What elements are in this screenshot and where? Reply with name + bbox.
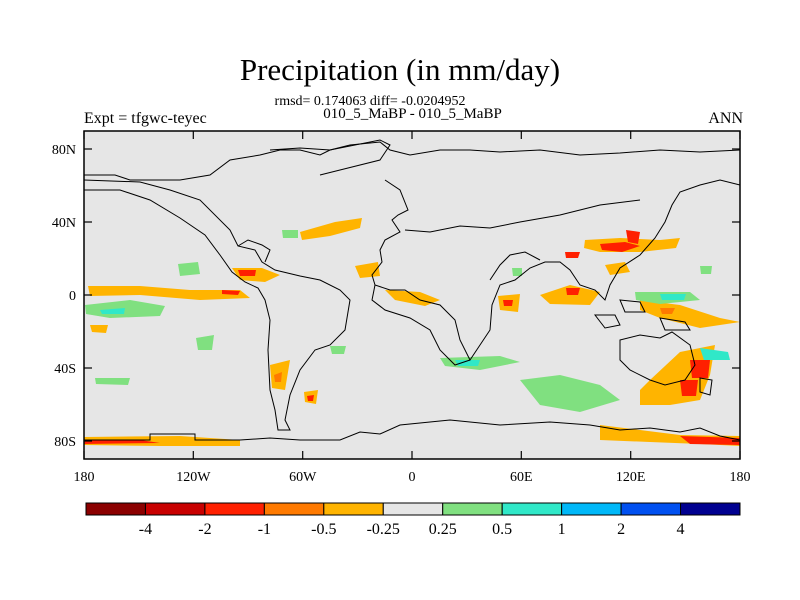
latitude-axis: 80N 40N 0 40S 80S: [52, 143, 740, 450]
colorbar-label: -4: [139, 521, 152, 538]
colorbar-label: 1: [558, 521, 566, 538]
colorbar-swatch: [501, 502, 563, 516]
colorbar-swatch: [204, 502, 265, 516]
colorbar-label: -0.5: [311, 521, 336, 538]
lon-tick-label: 60W: [289, 470, 317, 485]
colorbar-label: -1: [258, 521, 271, 538]
lat-tick-label: 80S: [54, 435, 76, 450]
colorbar-swatch: [442, 502, 503, 516]
colorbar-swatch: [144, 502, 206, 516]
colorbar-label: -2: [198, 521, 211, 538]
colorbar-swatch: [561, 502, 622, 516]
season-label: ANN: [708, 110, 743, 127]
colorbar-label: -0.25: [367, 521, 400, 538]
lon-tick-label: 180: [730, 470, 751, 485]
lon-tick-label: 180: [74, 470, 95, 485]
colorbar-swatch: [620, 502, 682, 516]
colorbar: -4 -2 -1 -0.5 -0.25 0.25 0.5 1 2 4: [85, 502, 741, 538]
colorbar-swatch: [323, 502, 384, 516]
experiment-label: Expt = tfgwc-teyec: [84, 110, 207, 127]
case-line: 010_5_MaBP - 010_5_MaBP: [323, 106, 502, 122]
lon-tick-label: 120E: [616, 470, 646, 485]
lon-tick-label: 0: [409, 470, 416, 485]
precip-field: [84, 218, 740, 446]
colorbar-swatch: [85, 502, 146, 516]
stats-line: rmsd= 0.174063 diff= -0.0204952: [274, 94, 466, 109]
colorbar-swatch: [382, 502, 444, 516]
plot-title: Precipitation (in mm/day): [239, 52, 561, 87]
coastlines: [83, 139, 741, 441]
longitude-axis: 180 120W 60W 0 60E 120E 180: [74, 131, 751, 485]
colorbar-swatch: [680, 502, 741, 516]
lon-tick-label: 120W: [176, 470, 211, 485]
colorbar-label: 0.5: [492, 521, 512, 538]
colorbar-swatch: [263, 502, 325, 516]
colorbar-label: 4: [677, 521, 685, 538]
lon-tick-label: 60E: [510, 470, 533, 485]
lat-tick-label: 80N: [52, 143, 76, 158]
colorbar-label: 0.25: [429, 521, 457, 538]
colorbar-label: 2: [617, 521, 625, 538]
lat-tick-label: 40N: [52, 216, 76, 231]
lat-tick-label: 40S: [54, 362, 76, 377]
lat-tick-label: 0: [69, 289, 76, 304]
